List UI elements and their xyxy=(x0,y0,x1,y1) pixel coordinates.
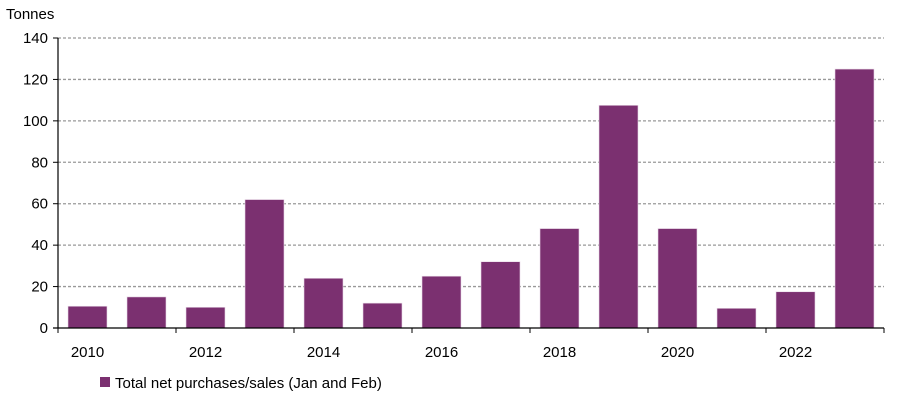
gridlines xyxy=(58,37,884,288)
bar-2011 xyxy=(126,296,167,329)
y-tick-label: 40 xyxy=(31,237,48,254)
y-tick-label: 60 xyxy=(31,196,48,213)
x-tick-label: 2010 xyxy=(71,344,104,361)
bar-2021 xyxy=(716,308,757,329)
legend-label: Total net purchases/sales (Jan and Feb) xyxy=(115,375,382,392)
bar-2012 xyxy=(185,306,226,329)
x-tick-label: 2014 xyxy=(307,344,340,361)
bar-2016 xyxy=(421,275,462,329)
bar-2013 xyxy=(244,199,285,329)
bar-2015 xyxy=(362,302,403,329)
x-tick-label: 2022 xyxy=(779,344,812,361)
bar-2022 xyxy=(775,291,816,329)
y-tick-label: 20 xyxy=(31,279,48,296)
x-tick-label: 2016 xyxy=(425,344,458,361)
y-tick-label: 120 xyxy=(23,71,48,88)
x-axis-ticks: 2010 2012 2014 2016 2018 2020 2022 xyxy=(57,328,885,361)
bars xyxy=(67,68,875,329)
y-tick-label: 100 xyxy=(23,113,48,130)
axes xyxy=(53,38,884,329)
bar-2010 xyxy=(67,305,108,329)
bar-2023 xyxy=(834,68,875,329)
y-tick-label: 140 xyxy=(23,30,48,47)
y-tick-label: 0 xyxy=(40,320,48,337)
bar-2019 xyxy=(598,105,639,329)
y-tick-label: 80 xyxy=(31,154,48,171)
x-tick-label: 2018 xyxy=(543,344,576,361)
bar-2020 xyxy=(657,228,698,329)
bar-2018 xyxy=(539,228,580,329)
bar-2014 xyxy=(303,277,344,329)
legend-swatch xyxy=(100,377,110,387)
x-tick-label: 2012 xyxy=(189,344,222,361)
legend: Total net purchases/sales (Jan and Feb) xyxy=(100,375,382,392)
x-tick-label: 2020 xyxy=(661,344,694,361)
bar-2017 xyxy=(480,261,521,329)
y-axis-label: Tonnes xyxy=(6,6,54,23)
y-axis-ticks: 0 20 40 60 80 100 120 140 xyxy=(23,30,58,337)
